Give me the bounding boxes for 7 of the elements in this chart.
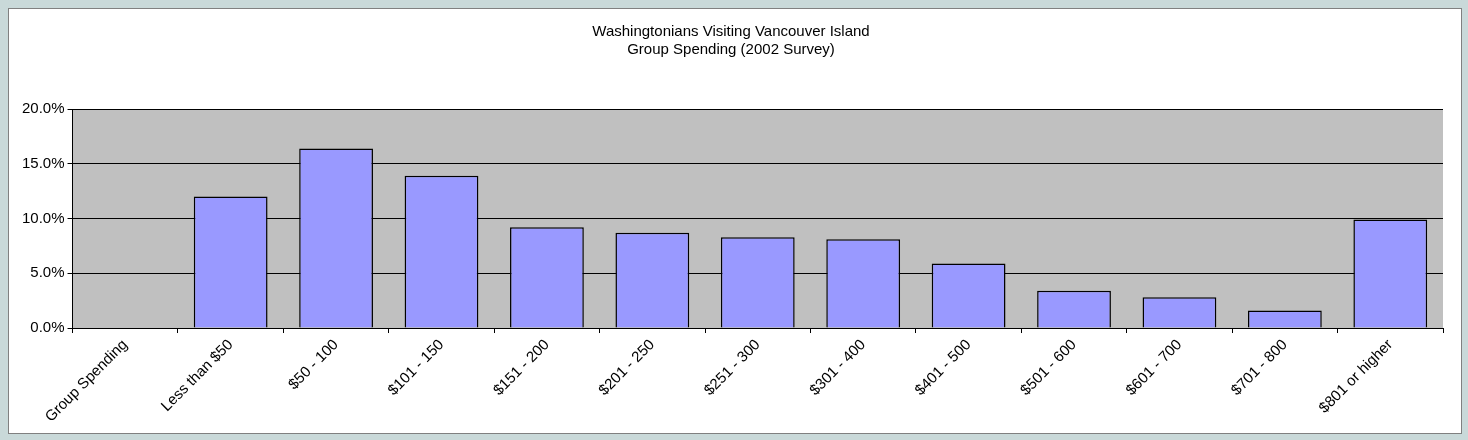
- chart-title: Washingtonians Visiting Vancouver Island Group Spending (2002 Survey): [592, 22, 870, 58]
- y-tick-label: 10.0%: [21, 208, 65, 226]
- y-tick-label: 15.0%: [21, 153, 65, 171]
- y-tick-label: 5.0%: [30, 263, 65, 281]
- x-tick-label: $50 - 100: [284, 335, 342, 393]
- y-tick-label: 20.0%: [21, 99, 65, 117]
- y-tick-label: 0.0%: [30, 318, 65, 336]
